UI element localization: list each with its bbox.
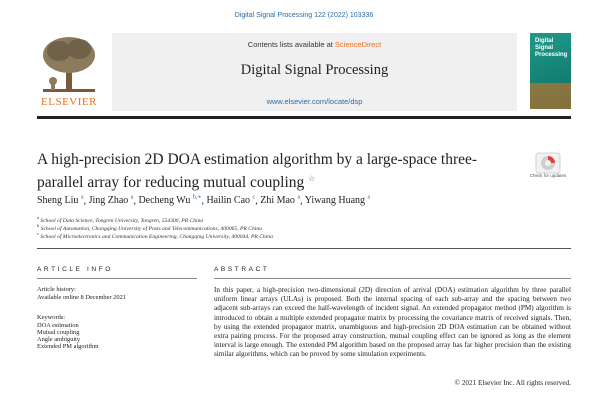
affiliation: a School of Data Science, Tongren Univer…: [37, 215, 204, 224]
abstract-rule: [214, 278, 571, 279]
contents-prefix: Contents lists available at: [247, 40, 335, 49]
article-info-heading: ARTICLE INFO: [37, 266, 113, 273]
journal-title: Digital Signal Processing: [240, 62, 389, 78]
header-divider: [37, 116, 571, 119]
author[interactable]: Decheng Wu b,∗: [138, 195, 202, 207]
journal-reference[interactable]: Digital Signal Processing 122 (2022) 103…: [234, 12, 374, 19]
copyright-notice: © 2021 Elsevier Inc. All rights reserved…: [454, 379, 571, 387]
author[interactable]: Sheng Liu a: [37, 195, 84, 207]
affiliation: c School of Microelectronics and Communi…: [37, 231, 273, 240]
author-list: Sheng Liu a, Jing Zhao a, Decheng Wu b,∗…: [37, 195, 371, 207]
cover-title: Digital Signal Processing: [535, 38, 568, 58]
cover-decoration: [530, 83, 571, 109]
history-value: Available online 8 December 2021: [37, 294, 126, 301]
keywords-label: Keywords:: [37, 314, 66, 321]
section-divider: [37, 248, 571, 249]
journal-url-link[interactable]: www.elsevier.com/locate/dsp: [266, 97, 363, 106]
title-footnote-star-icon[interactable]: ☆: [308, 174, 316, 183]
contents-line: Contents lists available at ScienceDirec…: [112, 40, 517, 49]
article-info-rule: [37, 278, 197, 279]
author[interactable]: Jing Zhao a: [88, 195, 134, 207]
keyword: Mutual coupling: [37, 329, 80, 336]
check-for-updates-label[interactable]: Check for updates: [529, 173, 567, 178]
check-for-updates-icon[interactable]: [534, 152, 562, 182]
elsevier-tree-logo: [37, 33, 101, 105]
paper-title-text: A high-precision 2D DOA estimation algor…: [37, 151, 478, 192]
author[interactable]: Hailin Cao c: [206, 195, 256, 207]
keyword: Extended PM algorithm: [37, 343, 99, 350]
keyword: DOA estimation: [37, 322, 79, 329]
author[interactable]: Yiwang Huang a: [304, 195, 371, 207]
keyword: Angle ambiguity: [37, 336, 81, 343]
journal-header-band: [112, 33, 517, 111]
affiliation: b School of Automation, Chongqing Univer…: [37, 223, 262, 232]
paper-title: A high-precision 2D DOA estimation algor…: [37, 150, 507, 192]
abstract-text: In this paper, a high-precision two-dime…: [214, 286, 571, 359]
history-label: Article history:: [37, 286, 76, 293]
abstract-heading: ABSTRACT: [214, 266, 270, 273]
publisher-name: ELSEVIER: [41, 96, 97, 108]
sciencedirect-link[interactable]: ScienceDirect: [334, 40, 382, 49]
author[interactable]: Zhi Mao a: [260, 195, 301, 207]
journal-cover-image[interactable]: Digital Signal Processing: [530, 33, 571, 109]
